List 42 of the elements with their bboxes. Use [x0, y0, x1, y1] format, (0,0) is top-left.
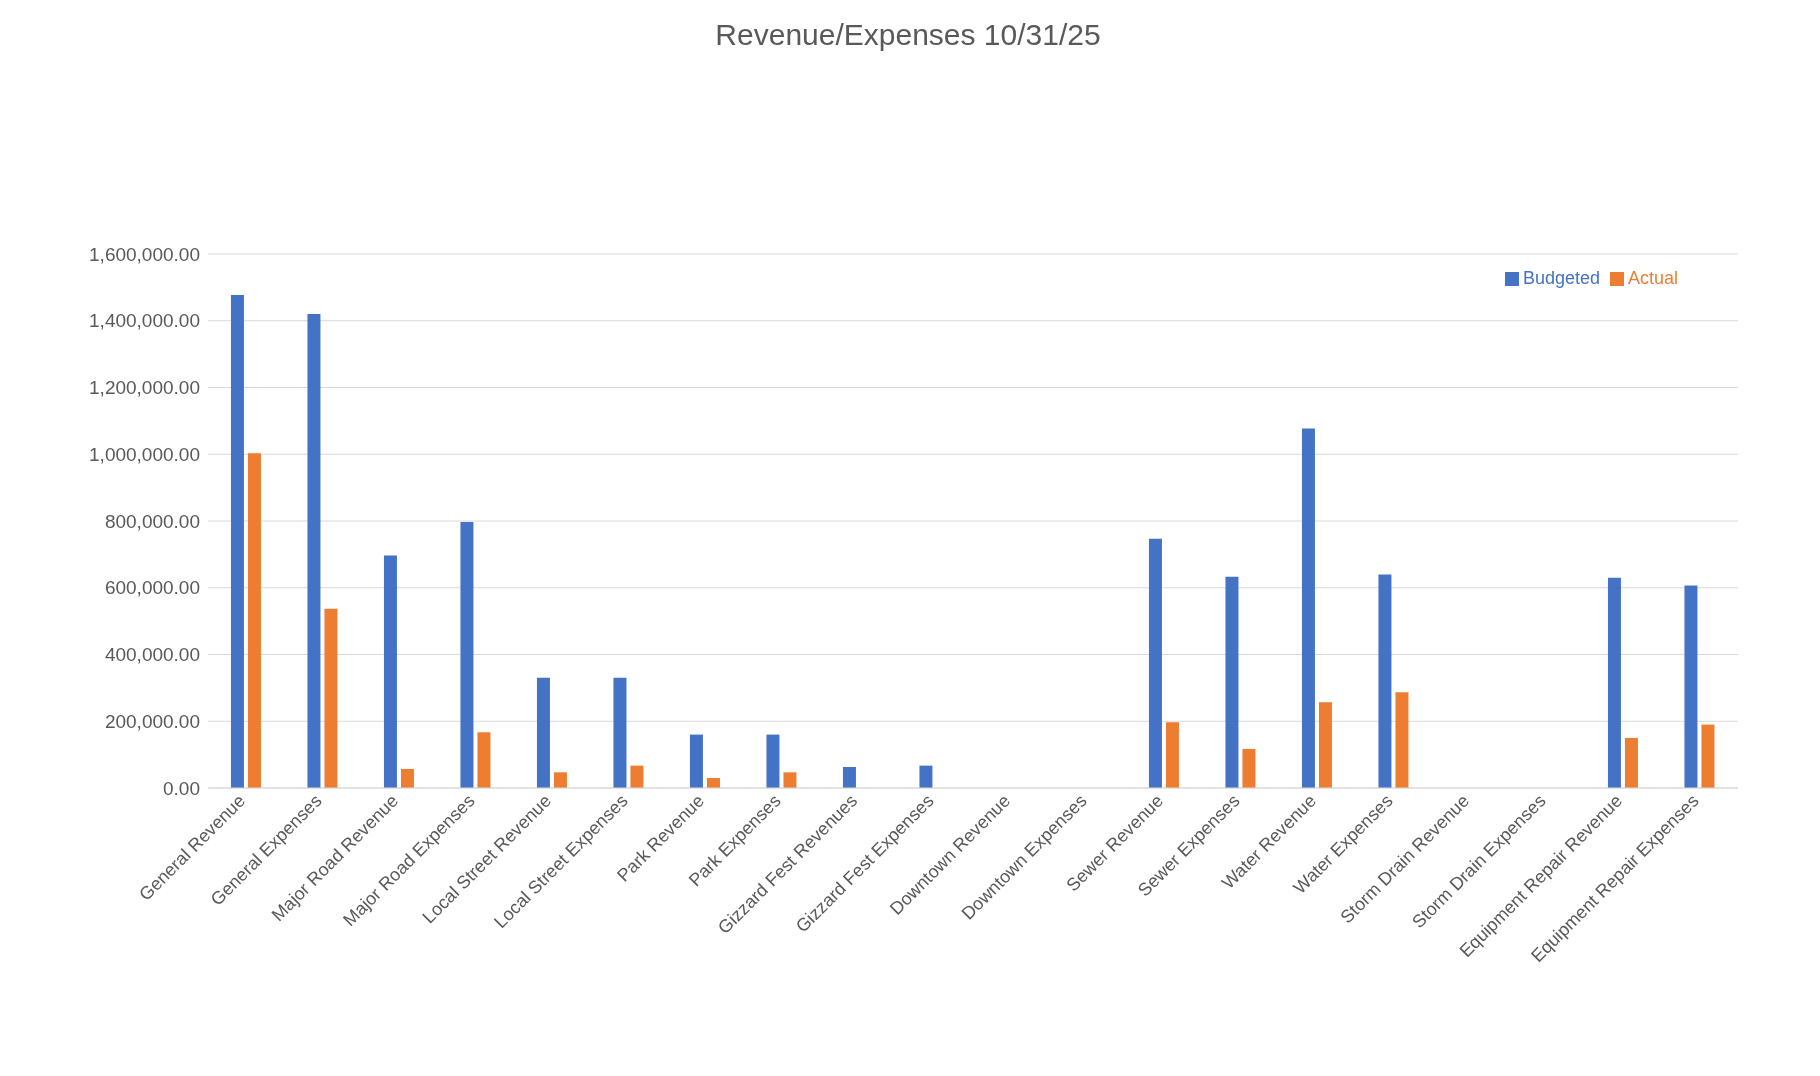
- y-tick-label: 1,400,000.00: [89, 310, 200, 332]
- bar: [766, 734, 780, 788]
- bar: [1301, 428, 1315, 788]
- y-tick-label: 1,200,000.00: [89, 377, 200, 399]
- bar: [706, 777, 720, 788]
- legend-label: Actual: [1627, 268, 1678, 288]
- bar: [613, 677, 627, 788]
- bar: [1165, 722, 1179, 788]
- bar: [247, 453, 261, 788]
- bar: [630, 765, 644, 788]
- y-tick-label: 200,000.00: [104, 710, 200, 732]
- bar: [1701, 724, 1715, 788]
- bar: [1684, 585, 1698, 788]
- bar: [1395, 692, 1409, 788]
- bar: [842, 766, 856, 788]
- y-tick-label: 1,600,000.00: [89, 243, 200, 265]
- y-tick-label: 400,000.00: [104, 644, 200, 666]
- bar: [1318, 702, 1332, 788]
- bar: [553, 772, 567, 788]
- bar: [230, 295, 244, 788]
- chart-title: Revenue/Expenses 10/31/25: [714, 18, 1102, 52]
- bar: [460, 522, 474, 788]
- y-tick-label: 600,000.00: [104, 577, 200, 599]
- bar: [1225, 576, 1239, 788]
- y-tick-label: 0.00: [163, 777, 200, 799]
- bar: [919, 765, 933, 788]
- bar: [1242, 748, 1256, 788]
- bar: [1378, 574, 1392, 788]
- bar: [1148, 538, 1162, 788]
- bar: [307, 314, 321, 788]
- y-tick-label: 1,000,000.00: [89, 443, 200, 465]
- y-tick-label: 800,000.00: [104, 510, 200, 532]
- bar: [400, 768, 414, 788]
- bar: [383, 555, 397, 788]
- bar: [536, 677, 550, 788]
- legend-label: Budgeted: [1522, 268, 1600, 288]
- bar: [477, 732, 491, 788]
- bar: [1607, 577, 1621, 788]
- bar: [324, 608, 338, 788]
- bar: [689, 734, 703, 788]
- bar: [1624, 737, 1638, 788]
- bar: [783, 772, 797, 788]
